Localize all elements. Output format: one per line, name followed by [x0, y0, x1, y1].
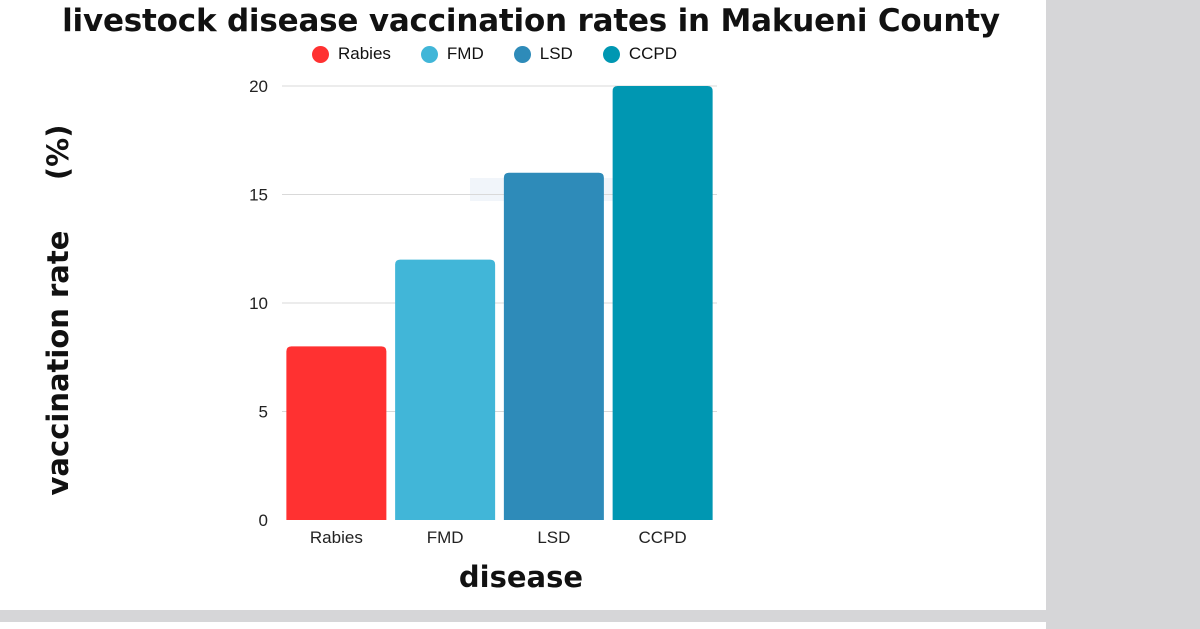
bar-lsd — [503, 172, 604, 521]
y-axis-label: vaccination rate (%) — [41, 124, 75, 496]
legend: Rabies FMD LSD CCPD — [312, 44, 707, 64]
legend-swatch-lsd — [513, 45, 531, 63]
x-tick-label-fmd: FMD — [427, 528, 464, 547]
legend-item-lsd: LSD — [513, 44, 573, 64]
legend-item-ccpd: CCPD — [602, 44, 677, 64]
x-axis-label: disease — [458, 560, 584, 594]
bar-rabies — [286, 346, 387, 520]
legend-label-fmd: FMD — [446, 44, 484, 63]
x-tick-label-lsd: LSD — [537, 528, 570, 547]
legend-item-fmd: FMD — [420, 44, 484, 64]
plot-area: 0 5 10 15 20 Rabies FMD LSD CCPD — [249, 77, 717, 547]
bar-fmd — [395, 259, 496, 520]
legend-swatch-ccpd — [602, 45, 620, 63]
bottom-strip — [0, 622, 1046, 629]
bar-ccpd — [612, 86, 713, 520]
legend-label-ccpd: CCPD — [628, 44, 677, 63]
y-tick-label-5: 5 — [259, 403, 268, 422]
y-tick-label-15: 15 — [249, 186, 268, 205]
y-tick-label-0: 0 — [259, 511, 268, 530]
y-tick-label-10: 10 — [249, 294, 268, 313]
legend-swatch-fmd — [420, 45, 438, 63]
legend-swatch-rabies — [312, 45, 329, 63]
y-tick-label-20: 20 — [249, 77, 268, 96]
x-tick-label-rabies: Rabies — [310, 528, 363, 547]
legend-label-rabies: Rabies — [338, 44, 391, 63]
legend-item-rabies: Rabies — [312, 44, 391, 64]
chart-title: livestock disease vaccination rates in M… — [62, 3, 1000, 39]
x-tick-label-ccpd: CCPD — [639, 528, 687, 547]
legend-label-lsd: LSD — [539, 44, 573, 63]
